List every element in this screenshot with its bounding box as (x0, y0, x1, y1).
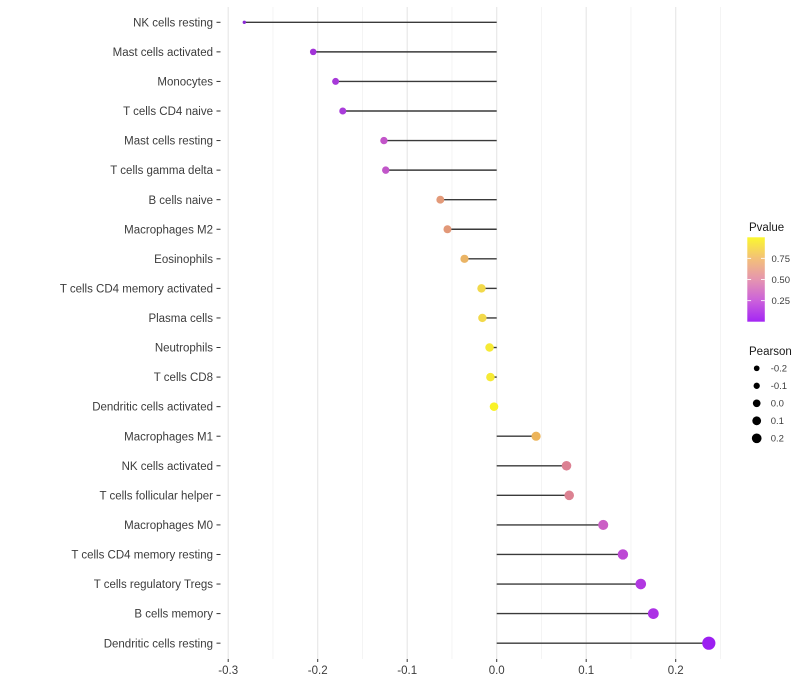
lollipop-point (478, 313, 487, 323)
pearson-size-dot (751, 433, 762, 444)
lollipop-point (485, 343, 494, 352)
y-axis-label: T cells regulatory Tregs (94, 579, 214, 591)
pvalue-bar-tick (747, 279, 752, 280)
legends: Pvalue Pearson 0.75 0.50 0.25 -0.2 -0.1 0.0 0.… (747, 222, 792, 445)
lollipop-point (617, 549, 629, 560)
pvalue-bar-tick (761, 257, 765, 259)
pearson-size-label: -0.2 (771, 364, 787, 375)
y-axis-label: Mast cells activated (113, 47, 213, 59)
y-axis-label: Macrophages M1 (124, 431, 213, 443)
lollipop-point (380, 136, 388, 145)
y-axis-label: B cells naive (148, 195, 213, 207)
y-axis-label: Plasma cells (148, 313, 213, 325)
y-axis-label: Mast cells resting (124, 136, 213, 148)
lollipop-point (436, 195, 445, 204)
pvalue-tick-label: 0.75 (772, 254, 791, 265)
y-axis-label: NK cells activated (122, 461, 213, 473)
y-axis-label: Dendritic cells resting (104, 638, 213, 650)
x-tick-label: -0.1 (397, 665, 417, 677)
pvalue-bar-tick (761, 279, 765, 280)
pearson-legend-title: Pearson (749, 346, 792, 358)
x-tick-label: -0.3 (218, 665, 238, 677)
pearson-size-label: 0.0 (771, 399, 784, 410)
lollipop-point (561, 460, 572, 471)
pvalue-legend-title: Pvalue (749, 222, 784, 234)
y-axis-label: T cells CD4 naive (123, 106, 213, 118)
pvalue-tick-label: 0.25 (772, 296, 791, 307)
y-axis-label: Monocytes (157, 77, 213, 89)
pearson-size-dot (753, 365, 760, 372)
x-tick-label: 0.1 (578, 665, 594, 677)
y-axis-label: B cells memory (134, 609, 213, 621)
lollipop-point (702, 636, 716, 650)
y-axis-label: T cells CD4 memory activated (60, 283, 213, 295)
lollipop-point (489, 402, 499, 411)
x-tick-label: 0.0 (489, 665, 505, 677)
lollipop-rows (242, 20, 716, 650)
pvalue-bar-tick (747, 257, 752, 259)
lollipop-point (309, 48, 317, 56)
lollipop-point (460, 254, 469, 263)
pearson-size-dot (752, 399, 761, 408)
lollipop-point (531, 431, 541, 441)
y-axis-label: T cells gamma delta (110, 165, 213, 177)
lollipop-point (477, 284, 486, 293)
y-axis-label: Macrophages M0 (124, 520, 213, 532)
pearson-size-dot (752, 416, 762, 426)
pearson-size-label: 0.1 (771, 416, 784, 427)
y-axis-label: NK cells resting (133, 17, 213, 29)
y-axis-label: Macrophages M2 (124, 224, 213, 236)
lollipop-point (598, 519, 609, 530)
pearson-size-label: 0.2 (771, 434, 784, 445)
lollipop-point (242, 20, 247, 24)
gridlines (227, 7, 721, 659)
pvalue-gradient-bar (747, 237, 765, 322)
lollipop-point (332, 77, 340, 85)
y-axis-label: T cells CD8 (154, 372, 213, 384)
lollipop-point (339, 107, 347, 115)
y-axis-label: Neutrophils (155, 343, 213, 355)
y-axis-label: T cells follicular helper (99, 490, 213, 502)
pvalue-bar-tick (761, 300, 765, 302)
lollipop-point (635, 578, 647, 590)
lollipop-point (564, 490, 574, 501)
pearson-size-label: -0.1 (771, 381, 787, 392)
y-axis-label: Eosinophils (154, 254, 213, 266)
y-axis-label: T cells CD4 memory resting (71, 550, 213, 562)
pvalue-tick-label: 0.50 (772, 275, 791, 286)
y-axis-label: Dendritic cells activated (92, 402, 213, 414)
x-tick-label: 0.2 (668, 665, 684, 677)
lollipop-point (486, 372, 495, 382)
lollipop-point (443, 225, 452, 234)
lollipop-point (382, 166, 390, 174)
pvalue-bar-tick (747, 300, 752, 302)
axes: -0.3 -0.2 -0.1 0.0 0.1 0.2 NK cells resting Mas… (60, 17, 684, 677)
lollipop-point (647, 608, 659, 619)
x-tick-label: -0.2 (308, 665, 328, 677)
pearson-size-dot (753, 382, 760, 389)
